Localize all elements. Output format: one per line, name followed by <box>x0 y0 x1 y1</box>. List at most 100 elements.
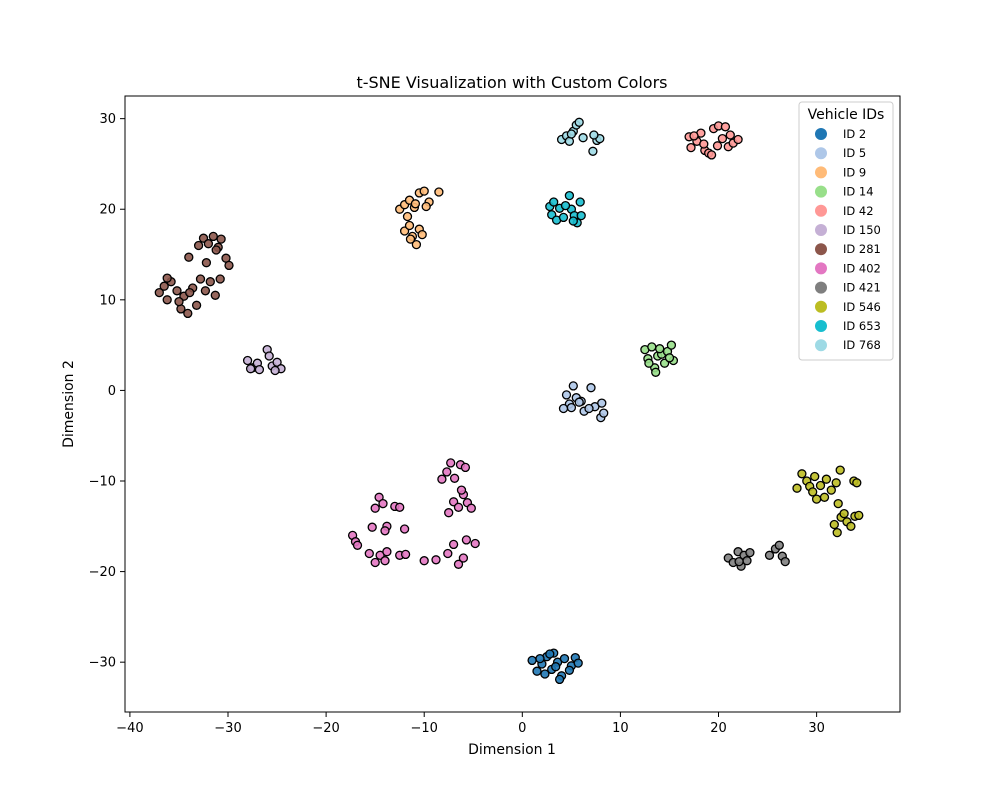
data-point <box>216 234 226 244</box>
data-point <box>195 274 206 284</box>
data-point <box>364 548 374 559</box>
x-tick-label: 30 <box>808 721 825 736</box>
data-point <box>437 474 447 484</box>
data-point <box>742 556 752 566</box>
x-tick-label: −40 <box>116 721 143 736</box>
x-tick-label: −30 <box>214 721 241 736</box>
legend-marker <box>815 147 827 160</box>
data-point <box>193 240 204 251</box>
y-tick-label: −10 <box>89 475 116 490</box>
data-point <box>647 342 657 352</box>
legend-entry: ID 9 <box>815 165 866 179</box>
legend-marker <box>815 166 827 179</box>
data-point <box>854 510 864 521</box>
data-point <box>584 403 594 414</box>
legend-label: ID 14 <box>843 185 874 199</box>
data-point <box>456 485 467 495</box>
data-point <box>712 141 723 151</box>
data-point <box>797 469 807 479</box>
legend-label: ID 546 <box>843 300 881 314</box>
legend-marker <box>815 262 827 275</box>
data-point <box>380 556 390 566</box>
x-tick-label: 20 <box>710 721 727 736</box>
data-point <box>399 524 410 534</box>
legend-marker <box>815 224 827 236</box>
data-point <box>411 239 422 250</box>
data-point <box>561 390 572 400</box>
data-point <box>419 186 429 196</box>
data-point <box>545 649 555 659</box>
legend-entry: ID 402 <box>815 261 881 275</box>
data-point <box>172 286 182 296</box>
data-point <box>410 199 421 209</box>
data-point <box>448 539 459 550</box>
points-layer <box>154 117 864 685</box>
data-point <box>554 674 565 685</box>
data-point <box>527 655 537 666</box>
data-point <box>245 364 256 374</box>
data-point <box>706 150 717 160</box>
legend: Vehicle IDs ID 2 ID 5 ID 9 ID 14 ID 42 ID 150… <box>798 101 894 361</box>
data-point <box>380 526 390 536</box>
data-point <box>174 296 184 307</box>
data-point <box>442 467 452 477</box>
data-point <box>470 538 480 549</box>
data-point <box>444 508 454 518</box>
x-axis-label: Dimension 1 <box>468 742 556 758</box>
legend-box <box>798 101 894 361</box>
data-point <box>211 245 221 255</box>
series-id-14 <box>640 340 679 377</box>
data-point <box>203 239 214 249</box>
data-point <box>558 212 569 223</box>
data-point <box>159 281 169 291</box>
legend-label: ID 9 <box>843 165 866 179</box>
data-point <box>686 142 696 153</box>
data-point <box>717 133 728 144</box>
data-point <box>191 300 202 310</box>
data-point <box>162 295 172 305</box>
data-point <box>417 229 427 240</box>
data-point <box>270 365 280 376</box>
data-point <box>162 273 172 283</box>
data-point <box>205 277 215 287</box>
data-point <box>535 653 545 664</box>
y-tick-label: 10 <box>99 293 116 308</box>
legend-marker <box>815 204 827 217</box>
legend-marker <box>815 128 827 140</box>
data-point <box>558 403 569 414</box>
data-point <box>421 201 431 212</box>
legend-label: ID 2 <box>843 127 866 141</box>
data-point <box>224 260 234 271</box>
data-point <box>405 234 416 244</box>
legend-marker <box>815 300 827 313</box>
legend-label: ID 281 <box>843 242 881 256</box>
data-point <box>382 547 392 557</box>
series-id-5 <box>558 381 609 423</box>
data-point <box>453 559 464 569</box>
data-point <box>575 197 585 207</box>
data-point <box>559 653 570 664</box>
data-point <box>254 364 265 375</box>
y-tick-label: −20 <box>89 565 116 580</box>
series-id-653 <box>545 190 586 228</box>
data-point <box>352 540 363 550</box>
data-point <box>458 553 469 563</box>
data-point <box>815 480 826 491</box>
data-point <box>264 351 274 361</box>
data-point <box>588 146 598 156</box>
legend-label: ID 5 <box>843 146 866 160</box>
data-point <box>566 402 577 413</box>
data-point <box>808 487 818 497</box>
data-point <box>821 474 832 484</box>
data-point <box>774 540 784 550</box>
data-point <box>829 519 839 530</box>
y-tick-label: 20 <box>99 203 116 218</box>
series-id-546 <box>792 465 864 538</box>
data-point <box>201 258 212 268</box>
data-point <box>689 131 699 141</box>
data-point <box>833 498 843 509</box>
data-point <box>200 286 211 296</box>
legend-marker <box>815 281 827 294</box>
data-point <box>597 398 607 408</box>
